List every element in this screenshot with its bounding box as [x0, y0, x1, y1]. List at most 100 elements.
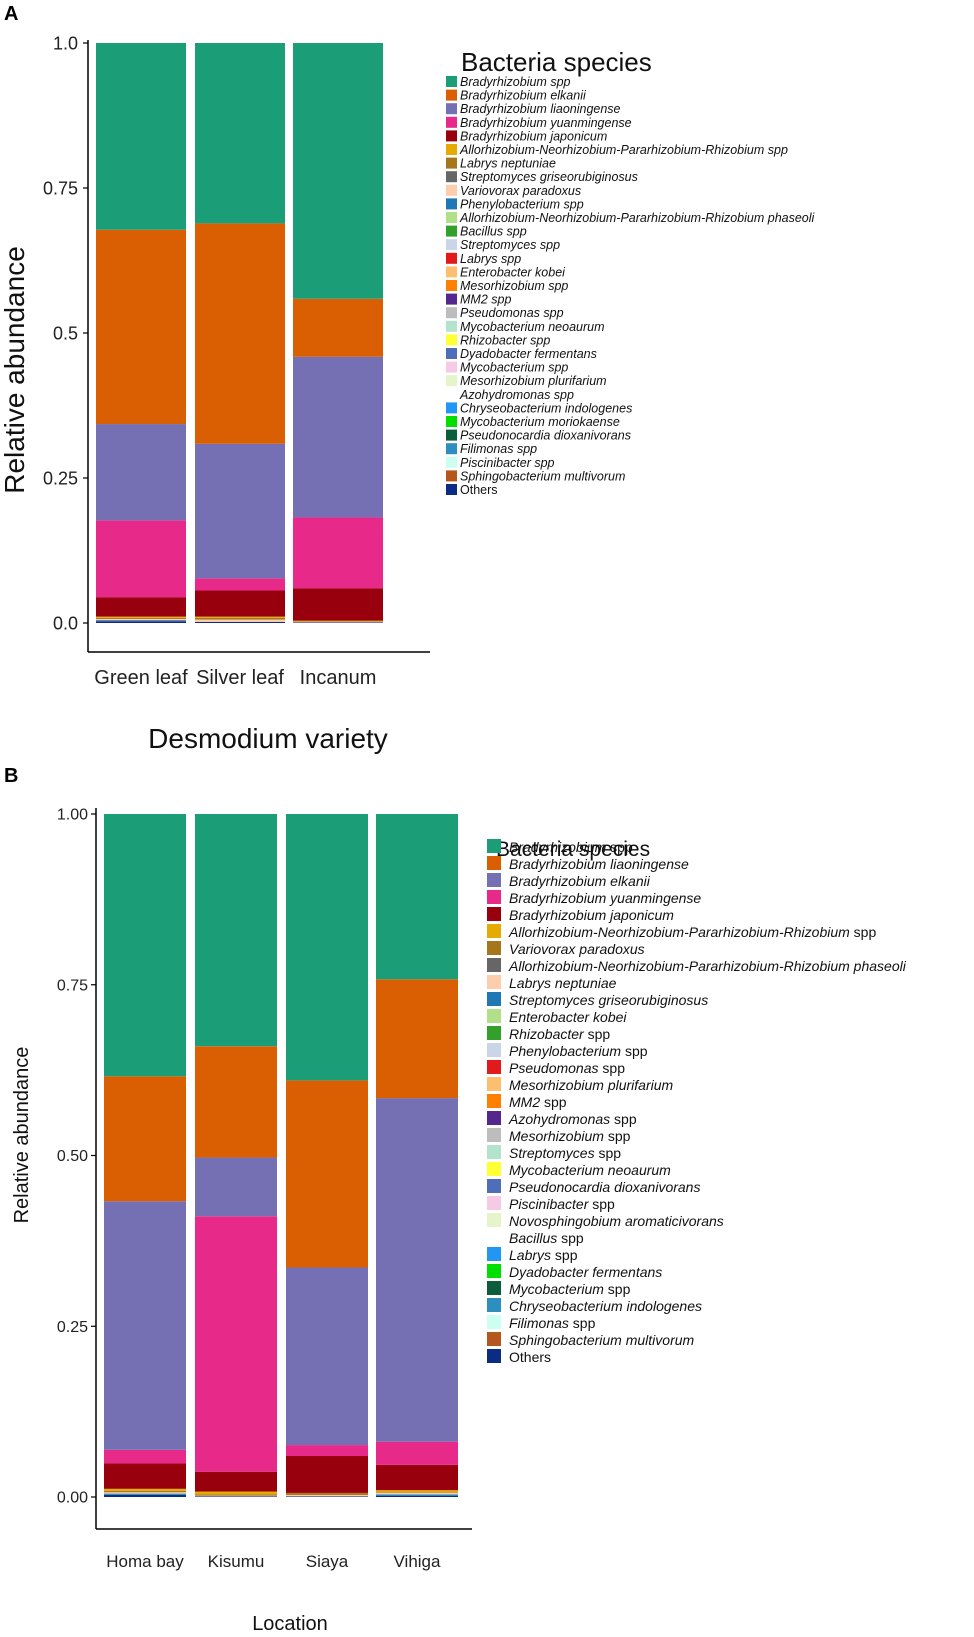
- panel-b-legend-swatch: [487, 958, 501, 972]
- panel-a-y-tick-label: 0.75: [43, 178, 78, 198]
- panel-b-bar-siaya-bradyrhizobium-yuanmingense: [286, 1445, 368, 1457]
- panel-a-x-title: Desmodium variety: [148, 723, 388, 754]
- panel-a-legend-label: MM2 spp: [460, 293, 511, 307]
- panel-a-bar-silver-leaf-bradyrhizobium-spp: [195, 43, 285, 224]
- panel-a-bar-incanum-bradyrhizobium-spp: [293, 43, 383, 299]
- panel-b-legend-label: Dyadobacter fermentans: [509, 1264, 662, 1280]
- panel-b-bar-vihiga-labrys-neptuniae: [376, 1492, 458, 1495]
- panel-b-legend-label: Bradyrhizobium elkanii: [509, 873, 651, 889]
- panel-b-legend-swatch: [487, 1179, 501, 1193]
- panel-b-legend-swatch: [487, 1111, 501, 1125]
- panel-a-bar-silver-leaf-labrys-neptuniae: [195, 617, 285, 620]
- panel-b-x-tick-label: Siaya: [306, 1552, 349, 1571]
- panel-b-bar-vihiga-bradyrhizobium-liaoningense: [376, 979, 458, 1099]
- panel-a-legend-swatch: [446, 443, 457, 455]
- panel-a-bar-green-leaf-labrys-neptuniae: [96, 617, 186, 619]
- panel-a-legend-swatch: [446, 334, 457, 346]
- panel-b-legend-swatch: [487, 1230, 501, 1244]
- panel-b-legend-title: Bacteria species: [496, 838, 650, 861]
- panel-a-legend-label: Azohydromonas spp: [459, 388, 574, 402]
- panel-a-legend-label: Bradyrhizobium japonicum: [460, 129, 607, 143]
- panel-b-legend-label: Mesorhizobium spp: [509, 1128, 631, 1144]
- panel-b-bar-kisumu-bradyrhizobium-japonicum: [195, 1471, 277, 1492]
- panel-b-bar-vihiga-allorhizobium-neorhizobium-pararhizobium-rhizobium-spp: [376, 1490, 458, 1493]
- panel-b-bar-vihiga-bradyrhizobium-elkanii: [376, 1098, 458, 1442]
- panel-b-legend-label: Allorhizobium-Neorhizobium-Pararhizobium…: [508, 958, 907, 974]
- panel-b-legend-label: Allorhizobium-Neorhizobium-Pararhizobium…: [508, 924, 876, 940]
- panel-a-legend-label: Others: [460, 483, 498, 497]
- panel-a-legend-swatch: [446, 307, 457, 319]
- panel-a-bar-silver-leaf-variovorax-paradoxus: [195, 619, 285, 622]
- panel-b-legend-swatch: [487, 873, 501, 887]
- panel-a-legend-swatch: [446, 184, 457, 196]
- panel-a-bar-incanum-variovorax-paradoxus: [293, 621, 383, 623]
- panel-b-bar-homa-bay-bradyrhizobium-yuanmingense: [104, 1449, 186, 1464]
- panel-b-bar-kisumu-bradyrhizobium-liaoningense: [195, 1046, 277, 1158]
- panel-b-legend-label: Sphingobacterium multivorum: [509, 1332, 695, 1348]
- panel-a-legend-label: Allorhizobium-Neorhizobium-Pararhizobium…: [459, 143, 788, 157]
- panel-b-bar-siaya-bradyrhizobium-liaoningense: [286, 1080, 368, 1268]
- panel-a-bar-silver-leaf-bradyrhizobium-liaoningense: [195, 443, 285, 579]
- panel-a-legend-swatch: [446, 157, 457, 169]
- panel-b-legend-label: Piscinibacter spp: [509, 1196, 615, 1212]
- panel-b-x-title: Location: [252, 1613, 328, 1635]
- panel-a-legend-label: Mesorhizobium spp: [460, 279, 568, 293]
- panel-b-y-tick-label: 0.25: [57, 1319, 88, 1336]
- panel-a-legend-swatch: [446, 361, 457, 373]
- panel-a-legend-swatch: [446, 470, 457, 482]
- panel-b-legend-swatch: [487, 1009, 501, 1023]
- panel-a-bar-green-leaf-bradyrhizobium-elkanii: [96, 229, 186, 425]
- panel-a-legend-swatch: [446, 266, 457, 278]
- panel-b-legend-label: Labrys spp: [509, 1247, 578, 1263]
- panel-a-legend-swatch: [446, 225, 457, 237]
- panel-a-y-tick-label: 0.0: [53, 613, 78, 633]
- panel-b-legend-swatch: [487, 856, 501, 870]
- panel-a-bar-green-leaf-dyadobacter-fermentans: [96, 620, 186, 622]
- panel-b-legend-label: Labrys neptuniae: [509, 975, 617, 991]
- panel-a-bar-green-leaf-bradyrhizobium-yuanmingense: [96, 520, 186, 598]
- panel-b-legend-swatch: [487, 1298, 501, 1312]
- panel-a-bar-silver-leaf-bradyrhizobium-yuanmingense: [195, 578, 285, 591]
- panel-b-legend-swatch: [487, 1264, 501, 1278]
- panel-a-legend-label: Bradyrhizobium liaoningense: [460, 102, 621, 116]
- panel-a-legend-label: Labrys spp: [460, 252, 521, 266]
- panel-a-legend-label: Chryseobacterium indologenes: [460, 401, 632, 415]
- panel-b-bar-siaya-variovorax-paradoxus: [286, 1492, 368, 1495]
- panel-a-bar-green-leaf-others: [96, 621, 186, 623]
- panel-b-bar-siaya-labrys-neptuniae: [286, 1494, 368, 1497]
- panel-b-legend-label: Enterobacter kobei: [509, 1009, 627, 1025]
- panel-b-bar-homa-bay-labrys-neptuniae: [104, 1492, 186, 1494]
- panel-a-legend-label: Bradyrhizobium spp: [460, 75, 571, 89]
- panel-b-legend-swatch: [487, 839, 501, 853]
- panel-a-legend-swatch: [446, 144, 457, 155]
- panel-b-bar-homa-bay-bradyrhizobium-liaoningense: [104, 1076, 186, 1202]
- panel-b-legend-swatch: [487, 975, 501, 989]
- panel-b-y-tick-label: 0.50: [57, 1148, 88, 1165]
- panel-a-legend-label: Streptomyces spp: [460, 238, 560, 252]
- panel-b-bar-vihiga-bradyrhizobium-japonicum: [376, 1464, 458, 1491]
- panel-b-legend-label: Streptomyces spp: [509, 1145, 621, 1161]
- panel-a-bar-incanum-bradyrhizobium-japonicum: [293, 588, 383, 621]
- panel-b-legend-label: Streptomyces griseorubiginosus: [509, 992, 708, 1008]
- panel-a-legend-swatch: [446, 252, 457, 264]
- panel-a-legend-label: Dyadobacter fermentans: [460, 347, 597, 361]
- panel-a-y-tick-label: 1.0: [53, 33, 78, 53]
- panel-b-y-title: Relative abundance: [11, 1047, 33, 1224]
- panel-b-legend-swatch: [487, 907, 501, 921]
- panel-a-bar-incanum-allorhizobium-neorhizobium-pararhizobium-rhizobium-spp: [293, 620, 383, 622]
- panel-b-legend-swatch: [487, 1196, 501, 1210]
- panel-a-bar-incanum-bradyrhizobium-liaoningense: [293, 356, 383, 518]
- panel-a-bar-silver-leaf-allorhizobium-neorhizobium-pararhizobium-rhizobium-spp: [195, 616, 285, 618]
- panel-b: B Relative abundance Location Bacteria s…: [4, 765, 907, 1635]
- panel-b-bar-kisumu-labrys-neptuniae: [195, 1495, 277, 1497]
- panel-a-legend-label: Mycobacterium moriokaense: [460, 415, 620, 429]
- panel-b-bar-homa-bay-others: [104, 1494, 186, 1497]
- panel-b-bar-homa-bay-filimonas-spp: [104, 1493, 186, 1495]
- panel-b-bar-vihiga-others: [376, 1495, 458, 1497]
- panel-b-legend-label: Variovorax paradoxus: [509, 941, 645, 957]
- panel-a-bar-green-leaf-bradyrhizobium-japonicum: [96, 597, 186, 617]
- panel-b-legend-swatch: [487, 1213, 501, 1227]
- panel-a-bar-silver-leaf-bradyrhizobium-japonicum: [195, 590, 285, 617]
- panel-b-bar-vihiga-bradyrhizobium-spp: [376, 814, 458, 980]
- panel-b-legend-label: Others: [509, 1349, 551, 1365]
